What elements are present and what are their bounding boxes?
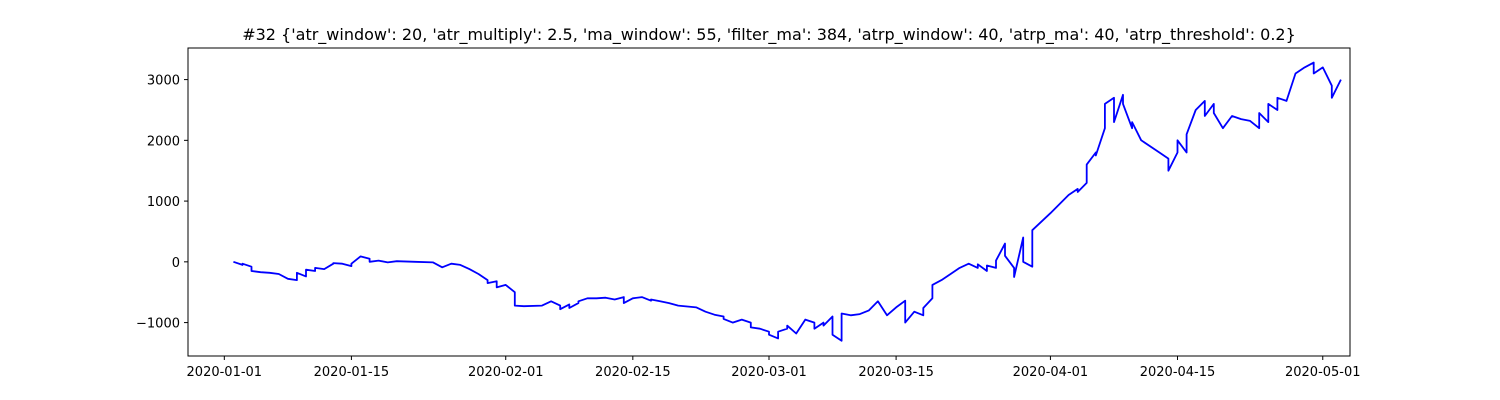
axes-layer: 2020-01-01 2020-01-15 2020-02-01 2020-02-15…: [136, 74, 1361, 380]
x-tick-label: 2020-01-01: [187, 365, 263, 380]
y-tick-label: 3000: [147, 74, 180, 89]
y-tick-label: 2000: [147, 134, 180, 149]
y-tick-label: 1000: [147, 195, 180, 210]
chart-title: #32 {'atr_window': 20, 'atr_multiply': 2…: [242, 25, 1296, 45]
y-tick-label: −1000: [136, 317, 180, 332]
x-tick-label: 2020-04-15: [1140, 365, 1216, 380]
series-layer: [233, 61, 1342, 342]
x-tick-label: 2020-02-15: [595, 365, 671, 380]
x-tick-label: 2020-02-01: [468, 365, 544, 380]
x-tick-label: 2020-01-15: [314, 365, 390, 380]
series-line: [233, 61, 1342, 342]
plot-area: [188, 48, 1350, 356]
x-tick-label: 2020-04-01: [1013, 365, 1089, 380]
y-tick-label: 0: [172, 256, 180, 271]
x-tick-label: 2020-03-15: [858, 365, 934, 380]
axes-frame: [187, 47, 1351, 357]
x-tick-label: 2020-05-01: [1285, 365, 1361, 380]
x-tick-label: 2020-03-01: [731, 365, 807, 380]
